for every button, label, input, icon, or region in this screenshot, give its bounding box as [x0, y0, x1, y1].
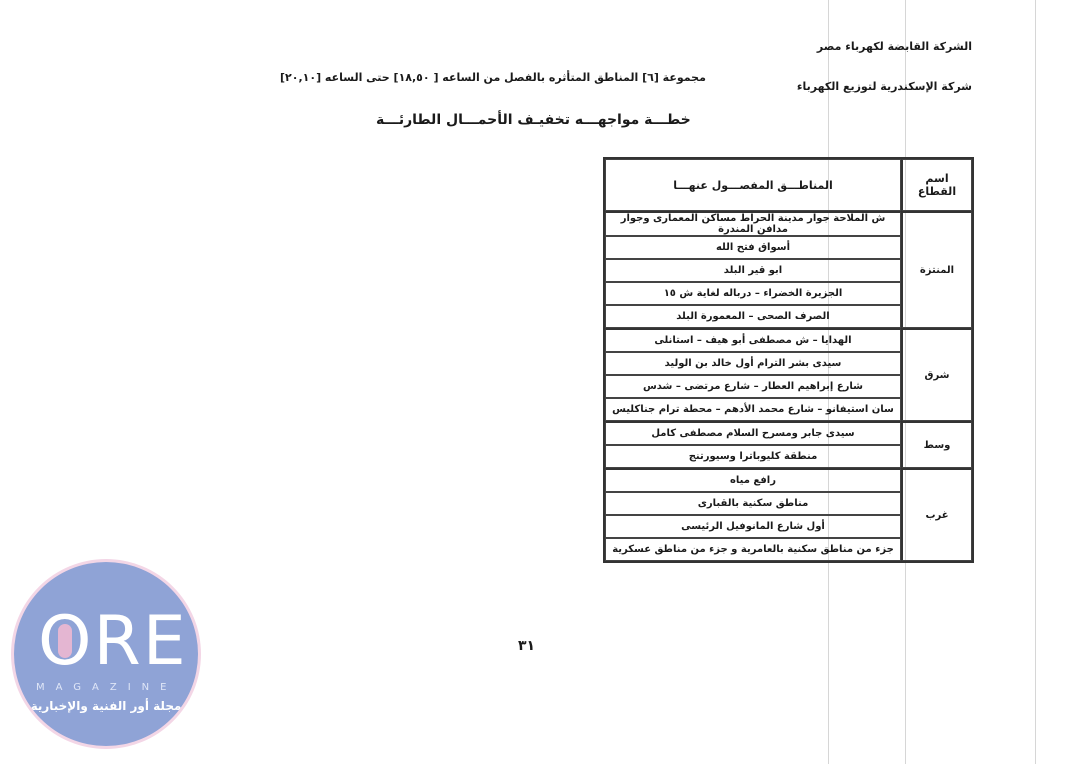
area-cell: منطقة كليوباترا وسيورتنج	[605, 445, 901, 468]
area-cell: سيدى جابر ومسرح السلام مصطفى كامل	[605, 421, 901, 445]
table-row: شارع إبراهيم العطار – شارع مرتضى – شدس	[605, 375, 972, 398]
table-row: جزء من مناطق سكنية بالعامرية و جزء من من…	[605, 538, 972, 561]
area-cell: جزء من مناطق سكنية بالعامرية و جزء من من…	[605, 538, 901, 561]
logo-sub: MAGAZINE	[36, 682, 178, 693]
table-row: ابو قير البلد	[605, 259, 972, 282]
area-cell: شارع إبراهيم العطار – شارع مرتضى – شدس	[605, 375, 901, 398]
table-row: غرب رافع مياه	[605, 468, 972, 561]
microphone-icon	[58, 624, 72, 658]
table-row: أسواق فتح الله	[605, 236, 972, 259]
group-line: مجموعة [٦] المناطق المتأثره بالفصل من ال…	[280, 71, 706, 84]
area-cell: الجزيرة الخضراء – درباله لغاية ش ١٥	[605, 282, 901, 305]
area-cell: مناطق سكنية بالقبارى	[605, 492, 901, 515]
sector-cell: غرب	[901, 468, 972, 561]
table-row: مناطق سكنية بالقبارى	[605, 492, 972, 515]
logo-arabic: مجلة أور الفنية والإخبارية	[30, 699, 182, 713]
area-cell: أسواق فتح الله	[605, 236, 901, 259]
header-sector: اسم القطاع	[901, 159, 972, 211]
area-cell: رافع مياه	[605, 468, 901, 492]
table-row: الصرف الصحى – المعمورة البلد	[605, 305, 972, 328]
scan-line	[1035, 0, 1036, 764]
scan-line	[905, 0, 906, 764]
table-row: المنتزة ش الملاحة جوار مدينة الحراط مساكن…	[605, 211, 972, 328]
company-local: شركة الإسكندرية لتوزيع الكهرباء	[796, 80, 972, 93]
table-row: منطقة كليوباترا وسيورتنج	[605, 445, 972, 468]
area-cell: ش الملاحة جوار مدينة الحراط مساكن المعما…	[605, 211, 901, 236]
company-holding: الشركة القابضة لكهرباء مصر	[816, 40, 972, 53]
area-cell: أول شارع المانوفيل الرئيسى	[605, 515, 901, 538]
area-cell: ابو قير البلد	[605, 259, 901, 282]
table-row: شرق الهدايا – ش مصطفى أبو هيف – استانلى	[605, 328, 972, 421]
load-shedding-table: اسم القطاع المناطـــق المفصـــول عنهـــا…	[603, 157, 974, 563]
sector-cell: المنتزة	[901, 211, 972, 328]
area-cell: سان استيفانو – شارع محمد الأدهم – محطة ت…	[605, 398, 901, 421]
watermark-logo: ORE MAGAZINE مجلة أور الفنية والإخبارية	[14, 562, 198, 746]
area-cell: الهدايا – ش مصطفى أبو هيف – استانلى	[605, 328, 901, 352]
scan-line	[828, 0, 829, 764]
area-cell: سيدى بشر الترام أول خالد بن الوليد	[605, 352, 901, 375]
table-header-row: اسم القطاع المناطـــق المفصـــول عنهـــا	[605, 159, 972, 211]
table-row: سيدى بشر الترام أول خالد بن الوليد	[605, 352, 972, 375]
sector-cell: وسط	[901, 421, 972, 468]
sector-cell: شرق	[901, 328, 972, 421]
document-title: خطـــة مواجهـــه تخفيـف الأحمـــال الطار…	[376, 112, 691, 128]
table-row: وسط سيدى جابر ومسرح السلام مصطفى كامل	[605, 421, 972, 468]
page-number: ٣١	[518, 638, 536, 654]
table-row: الجزيرة الخضراء – درباله لغاية ش ١٥	[605, 282, 972, 305]
table-row: أول شارع المانوفيل الرئيسى	[605, 515, 972, 538]
header-areas: المناطـــق المفصـــول عنهـــا	[605, 159, 901, 211]
table-row: سان استيفانو – شارع محمد الأدهم – محطة ت…	[605, 398, 972, 421]
area-cell: الصرف الصحى – المعمورة البلد	[605, 305, 901, 328]
